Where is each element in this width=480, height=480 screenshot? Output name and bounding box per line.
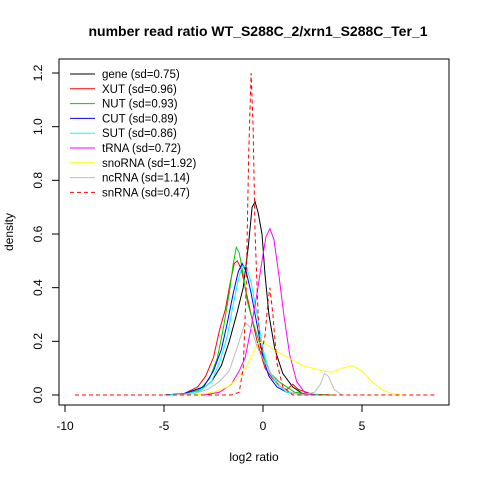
y-axis: 0.0 0.2 0.4 0.6 0.8 1.0 1.2: [31, 64, 60, 403]
series-line-6: [193, 340, 402, 396]
x-axis-label: log2 ratio: [229, 450, 279, 464]
series-layer: [74, 72, 436, 396]
legend-label-7: ncRNA (sd=1.14): [102, 173, 190, 185]
y-tick-label: 1.2: [31, 64, 45, 81]
x-tick-label: 0: [260, 419, 267, 433]
x-tick-label: -10: [56, 419, 74, 433]
legend-label-2: NUT (sd=0.93): [102, 99, 178, 111]
y-tick-label: 0.6: [31, 225, 45, 242]
series-line-1: [163, 259, 333, 396]
legend-label-5: tRNA (sd=0.72): [102, 143, 181, 155]
y-tick-label: 0.8: [31, 172, 45, 189]
y-tick-label: 0.2: [31, 333, 45, 350]
legend: gene (sd=0.75) XUT (sd=0.96) NUT (sd=0.93)…: [70, 69, 196, 199]
legend-label-1: XUT (sd=0.96): [102, 84, 177, 96]
x-axis: -10 -5 0 5: [56, 404, 366, 433]
series-line-8: [74, 72, 436, 396]
y-tick-label: 1.0: [31, 118, 45, 135]
legend-label-4: SUT (sd=0.86): [102, 128, 177, 140]
y-axis-label: density: [2, 213, 16, 251]
series-line-7: [173, 321, 343, 396]
legend-label-3: CUT (sd=0.89): [102, 113, 178, 125]
x-tick-label: -5: [159, 419, 170, 433]
series-line-4: [163, 265, 323, 396]
chart-title: number read ratio WT_S288C_2/xrn1_S288C_…: [88, 23, 427, 39]
y-tick-label: 0.0: [31, 386, 45, 403]
series-line-3: [163, 262, 323, 396]
y-tick-label: 0.4: [31, 279, 45, 296]
series-line-2: [163, 245, 333, 396]
legend-label-6: snoRNA (sd=1.92): [102, 158, 196, 170]
x-tick-label: 5: [359, 419, 366, 433]
legend-label-8: snRNA (sd=0.47): [102, 187, 190, 199]
series-line-5: [203, 227, 313, 396]
legend-label-0: gene (sd=0.75): [102, 69, 180, 81]
